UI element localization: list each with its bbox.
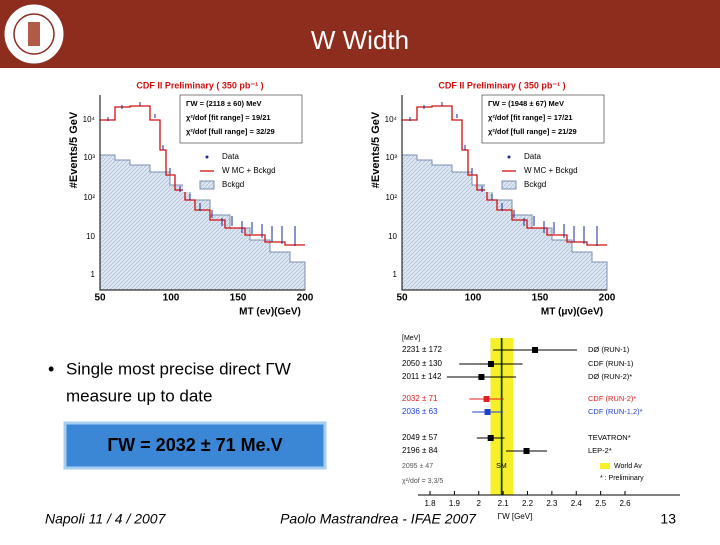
y-tick-label: 1	[91, 270, 96, 279]
x-axis-label: ΓW [GeV]	[498, 512, 533, 521]
y-tick-label: 10³	[385, 153, 397, 162]
row-value-label: 2011 ± 142	[402, 372, 442, 381]
page-number: 13	[660, 511, 676, 527]
logo-ring	[13, 13, 55, 55]
footer-date: Napoli 11 / 4 / 2007	[45, 511, 167, 527]
result-box	[63, 421, 327, 470]
x-tick-label: 1.9	[449, 499, 461, 508]
row-value-label: 2196 ± 84	[402, 446, 438, 455]
legend-swatch	[600, 463, 610, 469]
x-tick-label: 50	[396, 293, 408, 304]
row-name: DØ (RUN-1)	[588, 345, 630, 354]
point	[483, 396, 490, 402]
row-name: CDF (RUN-2)*	[588, 394, 636, 403]
unit-label: [MeV]	[402, 335, 420, 342]
legend-label: Data	[524, 152, 541, 161]
point	[478, 374, 485, 380]
stats-line: χ²/dof [full range] = 32/29	[186, 127, 275, 136]
x-tick-label: 2.5	[595, 499, 607, 508]
logo-figure	[28, 22, 40, 46]
y-tick-label: 1	[393, 270, 398, 279]
bullet-line: Single most precise direct ΓW	[66, 359, 291, 378]
x-tick-label: 2	[477, 499, 482, 508]
stats-line: ΓW = (2118 ± 60) MeV	[186, 99, 262, 108]
x-tick-label: 1.8	[424, 499, 436, 508]
y-tick-label: 10²	[385, 193, 397, 202]
y-tick-label: 10	[86, 232, 95, 241]
x-tick-label: 2.1	[498, 499, 510, 508]
x-tick-label: 100	[163, 293, 180, 304]
world-average-value: 2095 ± 47	[402, 463, 433, 470]
point	[487, 435, 494, 441]
plot-title: CDF II Preliminary ( 350 pb⁻¹ )	[136, 80, 263, 90]
y-tick-label: 10⁴	[385, 115, 398, 124]
x-tick-label: 50	[94, 293, 106, 304]
header-bar	[0, 0, 720, 68]
point	[484, 409, 491, 415]
y-tick-label: 10⁴	[83, 115, 96, 124]
x-tick-label: 200	[297, 293, 314, 304]
point	[487, 361, 494, 367]
row-name: CDF (RUN-1,2)*	[588, 407, 643, 416]
x-tick-label: 2.6	[619, 499, 631, 508]
x-tick-label: 2.2	[522, 499, 534, 508]
legend-label: W MC + Bckgd	[222, 166, 276, 175]
footer-author: Paolo Mastrandrea - IFAE 2007	[280, 511, 477, 527]
legend-label: Bckgd	[524, 180, 546, 189]
stats-line: ΓW = (1948 ± 67) MeV	[488, 99, 564, 108]
plot-title: CDF II Preliminary ( 350 pb⁻¹ )	[438, 80, 565, 90]
row-name: DØ (RUN-2)*	[588, 372, 632, 381]
bullet-dot: •	[48, 359, 54, 379]
y-tick-label: 10³	[83, 153, 95, 162]
row-value-label: 2036 ± 63	[402, 407, 438, 416]
legend-label: World Av	[614, 463, 642, 470]
x-tick-label: 2.3	[546, 499, 558, 508]
row-value-label: 2032 ± 71	[402, 394, 438, 403]
y-axis-label: #Events/5 GeV	[68, 111, 80, 188]
legend-label: Bckgd	[222, 180, 244, 189]
stats-line: χ²/dof [fit range] = 17/21	[488, 113, 573, 122]
x-tick-label: 2.4	[571, 499, 583, 508]
result-text: ΓW = 2032 ± 71 Me.V	[107, 435, 282, 455]
slide-title: W Width	[311, 25, 409, 55]
chi2-label: χ²/dof = 3.3/5	[402, 478, 443, 485]
stats-line: χ²/dof [fit range] = 19/21	[186, 113, 271, 122]
x-tick-label: 200	[599, 293, 616, 304]
point	[523, 448, 530, 454]
row-value-label: 2231 ± 172	[402, 345, 443, 354]
x-tick-label: 100	[465, 293, 482, 304]
x-axis-label: MT (μν)(GeV)	[541, 307, 603, 318]
row-value-label: 2050 ± 130	[402, 359, 443, 368]
stats-line: χ²/dof [full range] = 21/29	[488, 127, 577, 136]
y-tick-label: 10	[388, 232, 397, 241]
row-name: TEVATRON*	[588, 433, 631, 442]
row-name: LEP-2*	[588, 446, 612, 455]
x-tick-label: 150	[230, 293, 247, 304]
note: * : Preliminary	[600, 475, 644, 482]
point	[532, 347, 539, 353]
sm-label: SM	[496, 463, 507, 470]
bullet-line: measure up to date	[66, 386, 212, 405]
legend-label: W MC + Bckgd	[524, 166, 578, 175]
row-name: CDF (RUN-1)	[588, 359, 634, 368]
x-axis-label: MT (eν)(GeV)	[239, 307, 301, 318]
x-tick-label: 150	[532, 293, 549, 304]
legend-label: Data	[222, 152, 239, 161]
y-axis-label: #Events/5 GeV	[370, 111, 382, 188]
y-tick-label: 10²	[83, 193, 95, 202]
comparison-plot: SM [MeV] 2231 ± 172 DØ (RUN-1) 2050 ± 130 CDF…	[402, 335, 680, 521]
row-value-label: 2049 ± 57	[402, 433, 438, 442]
